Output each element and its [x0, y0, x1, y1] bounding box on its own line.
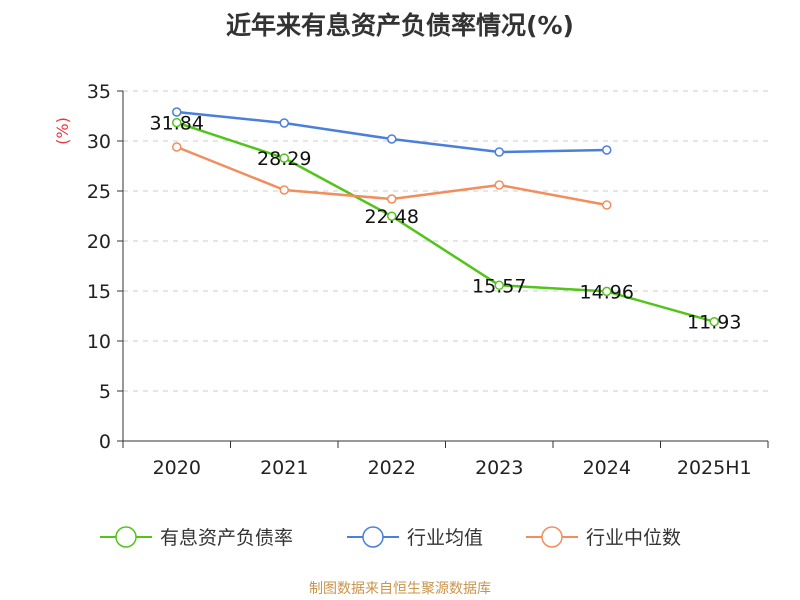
y-tick-label-30: 30: [87, 131, 111, 153]
y-tick-label-10: 10: [87, 331, 111, 353]
chart-title: 近年来有息资产负债率情况(%): [226, 11, 574, 40]
y-tick-label-5: 5: [99, 381, 111, 403]
data-label-5: 11.93: [687, 312, 741, 334]
x-tick-label-2023: 2023: [475, 457, 523, 479]
data-label-0: 31.84: [150, 113, 204, 135]
legend-label-1[interactable]: 行业均值: [407, 527, 483, 549]
series-1-point-4[interactable]: [602, 145, 612, 155]
x-tick-label-2025H1: 2025H1: [677, 457, 752, 479]
series-2-point-1[interactable]: [279, 185, 289, 195]
x-tick-label-2021: 2021: [260, 457, 308, 479]
data-label-3: 15.57: [472, 275, 526, 297]
x-tick-label-2024: 2024: [583, 457, 631, 479]
legend-marker-0: [115, 526, 137, 548]
series-0-point-1[interactable]: [279, 153, 289, 163]
x-tick-label-2022: 2022: [368, 457, 416, 479]
axes: 0 5 10 15 20 25 30 35 (%) 2020 2021 2022 2023 2024 202…: [53, 81, 769, 479]
series-line-1: [176, 110, 607, 154]
data-label-2: 22.48: [365, 206, 419, 228]
series-2-point-2[interactable]: [387, 194, 397, 204]
series-lines: [172, 107, 719, 327]
series-line-0: [176, 121, 715, 323]
legend: 有息资产负债率 行业均值 行业中位数: [100, 526, 681, 549]
y-tick-label-0: 0: [99, 431, 111, 453]
y-tick-label-35: 35: [87, 81, 111, 103]
series-0-point-3[interactable]: [494, 280, 504, 291]
series-0-point-2[interactable]: [387, 211, 397, 221]
y-tick-label-15: 15: [87, 281, 111, 303]
series-2-point-3[interactable]: [494, 180, 504, 190]
y-tick-label-20: 20: [87, 231, 111, 253]
legend-label-0[interactable]: 有息资产负债率: [160, 527, 293, 549]
series-0-point-0[interactable]: [172, 117, 182, 128]
legend-marker-1: [362, 526, 384, 548]
legend-marker-2: [541, 526, 563, 548]
series-1-point-1[interactable]: [279, 118, 289, 128]
y-axis-label: (%): [53, 117, 72, 145]
source-note: 制图数据来自恒生聚源数据库: [309, 581, 491, 597]
data-label-4: 14.96: [580, 281, 634, 303]
series-2-point-0[interactable]: [172, 142, 182, 152]
series-0-point-5[interactable]: [709, 316, 719, 327]
legend-label-2[interactable]: 行业中位数: [586, 527, 681, 549]
series-0-point-4[interactable]: [602, 286, 612, 297]
y-tick-label-25: 25: [87, 181, 111, 203]
series-1-point-2[interactable]: [387, 134, 397, 144]
data-label-1: 28.29: [257, 148, 311, 170]
series-1-point-3[interactable]: [494, 147, 504, 157]
series-2-point-4[interactable]: [602, 200, 612, 210]
data-labels: 31.84 28.29 22.48 15.57 14.96 11.93: [150, 113, 742, 334]
x-tick-label-2020: 2020: [153, 457, 201, 479]
series-1-point-0[interactable]: [172, 107, 182, 117]
